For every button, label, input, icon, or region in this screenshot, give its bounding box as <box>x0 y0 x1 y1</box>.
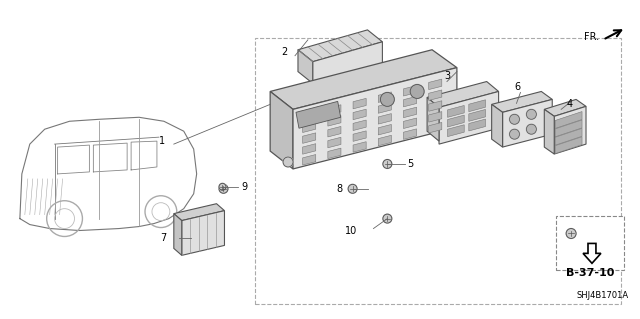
Circle shape <box>348 184 357 193</box>
Polygon shape <box>469 109 486 121</box>
Circle shape <box>527 109 536 119</box>
Polygon shape <box>544 109 554 154</box>
Polygon shape <box>492 92 552 112</box>
Circle shape <box>380 93 394 106</box>
Polygon shape <box>328 105 341 115</box>
Text: 8: 8 <box>337 184 342 194</box>
Circle shape <box>383 214 392 223</box>
Polygon shape <box>492 104 502 147</box>
Polygon shape <box>378 92 392 102</box>
Polygon shape <box>303 144 316 154</box>
Polygon shape <box>353 109 366 120</box>
Polygon shape <box>353 142 366 152</box>
Polygon shape <box>328 126 341 137</box>
Polygon shape <box>554 106 586 154</box>
Polygon shape <box>293 68 457 169</box>
Polygon shape <box>298 30 382 62</box>
Polygon shape <box>328 137 341 148</box>
Polygon shape <box>429 101 442 111</box>
Polygon shape <box>298 50 313 84</box>
Polygon shape <box>439 92 499 144</box>
Text: SHJ4B1701A: SHJ4B1701A <box>576 291 628 300</box>
Polygon shape <box>378 103 392 113</box>
Polygon shape <box>403 118 417 129</box>
Text: 6: 6 <box>515 83 520 93</box>
Polygon shape <box>353 98 366 109</box>
Text: 10: 10 <box>346 226 358 235</box>
Polygon shape <box>303 154 316 165</box>
Text: 4: 4 <box>566 100 572 109</box>
Polygon shape <box>403 107 417 118</box>
Polygon shape <box>303 122 316 132</box>
Text: 3: 3 <box>444 70 450 81</box>
Polygon shape <box>270 50 457 109</box>
Polygon shape <box>353 120 366 130</box>
Circle shape <box>509 114 520 124</box>
Text: FR.: FR. <box>584 32 599 42</box>
Circle shape <box>527 124 536 134</box>
Polygon shape <box>403 96 417 107</box>
Polygon shape <box>403 129 417 139</box>
Circle shape <box>566 228 576 239</box>
Polygon shape <box>544 100 586 116</box>
Polygon shape <box>502 100 552 147</box>
Polygon shape <box>429 122 442 133</box>
Polygon shape <box>303 111 316 122</box>
Polygon shape <box>378 124 392 135</box>
Polygon shape <box>328 115 341 126</box>
Polygon shape <box>378 114 392 124</box>
Polygon shape <box>556 137 582 153</box>
Polygon shape <box>174 214 182 255</box>
Polygon shape <box>427 97 439 141</box>
Text: 9: 9 <box>241 182 248 192</box>
Polygon shape <box>182 211 225 255</box>
Polygon shape <box>556 128 582 145</box>
Polygon shape <box>427 82 499 108</box>
Polygon shape <box>313 42 382 84</box>
Circle shape <box>283 157 293 167</box>
Polygon shape <box>403 85 417 96</box>
Polygon shape <box>174 204 225 220</box>
Text: B-37-10: B-37-10 <box>566 268 614 278</box>
Polygon shape <box>556 112 582 129</box>
Circle shape <box>509 129 520 139</box>
Text: 5: 5 <box>407 159 413 169</box>
Text: 2: 2 <box>281 47 287 57</box>
Polygon shape <box>378 135 392 146</box>
Text: 1: 1 <box>159 136 165 146</box>
Polygon shape <box>469 100 486 112</box>
Polygon shape <box>429 90 442 100</box>
Circle shape <box>219 184 228 193</box>
Polygon shape <box>429 112 442 122</box>
Circle shape <box>410 85 424 99</box>
Polygon shape <box>556 120 582 137</box>
Polygon shape <box>469 119 486 131</box>
Bar <box>255 38 621 304</box>
Bar <box>556 216 624 270</box>
Circle shape <box>219 183 226 190</box>
Text: 7: 7 <box>161 234 167 243</box>
Polygon shape <box>296 101 340 128</box>
Polygon shape <box>429 79 442 90</box>
Circle shape <box>383 160 392 168</box>
Polygon shape <box>303 133 316 143</box>
Polygon shape <box>353 131 366 141</box>
Polygon shape <box>447 115 464 127</box>
Polygon shape <box>270 92 293 169</box>
Polygon shape <box>447 106 464 117</box>
Polygon shape <box>328 148 341 159</box>
Polygon shape <box>583 243 601 263</box>
Polygon shape <box>447 125 464 137</box>
